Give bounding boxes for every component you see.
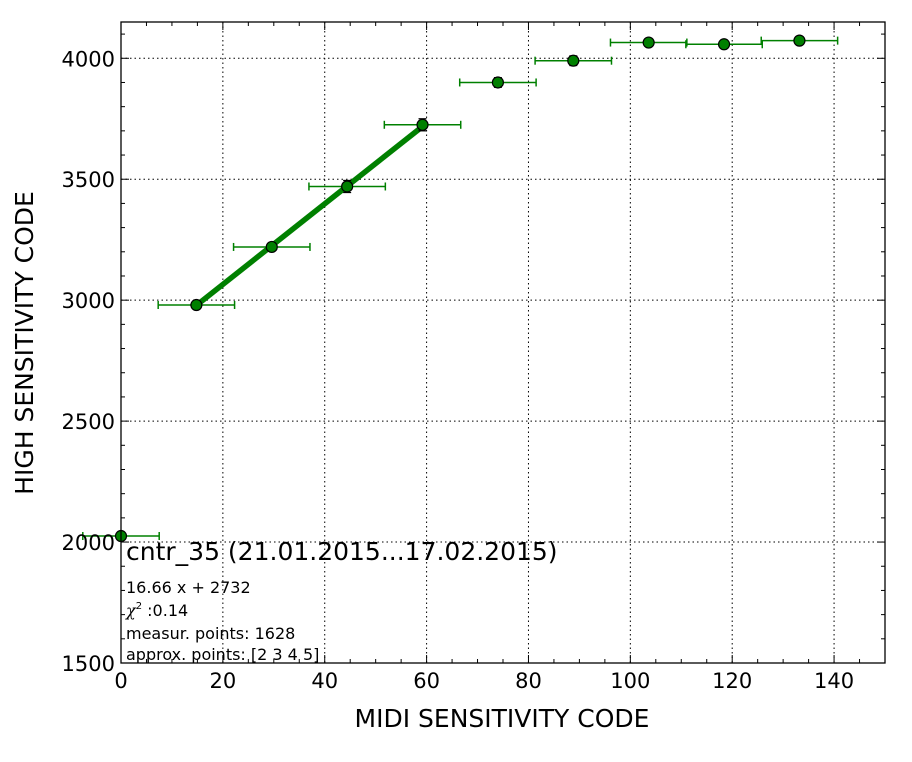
y-tick-labels: 1500 2000 2500 3000 3500 4000: [62, 47, 115, 676]
annotation-chi2: χ2 :0.14: [125, 601, 188, 620]
x-tick-label: 100: [610, 669, 650, 693]
data-point: [642, 36, 655, 49]
annotation-approx-points: approx. points: [2 3 4 5]: [126, 645, 319, 664]
data-point: [265, 240, 278, 254]
data-point: [567, 54, 580, 67]
x-tick-label: 120: [712, 669, 752, 693]
data-point: [491, 76, 505, 89]
x-tick-labels: 0 20 40 60 80 100 120 140: [114, 669, 854, 693]
chi2-value: :0.14: [142, 601, 188, 620]
error-bars: [82, 36, 839, 541]
y-tick-label: 2000: [62, 531, 115, 555]
y-tick-label: 4000: [62, 47, 115, 71]
x-tick-label: 60: [413, 669, 440, 693]
data-point: [793, 34, 806, 47]
grid-lines: [121, 22, 885, 663]
y-tick-label: 1500: [62, 652, 115, 676]
annotation-title: cntr_35 (21.01.2015...17.02.2015): [126, 537, 558, 566]
fit-line: [194, 124, 425, 308]
data-point: [341, 180, 354, 193]
y-tick-label: 3500: [62, 168, 115, 192]
annotation-block: cntr_35 (21.01.2015...17.02.2015) 16.66 …: [125, 537, 558, 664]
x-tick-label: 20: [209, 669, 236, 693]
chi2-superscript: 2: [136, 601, 142, 612]
y-tick-label: 3000: [62, 289, 115, 313]
data-point: [717, 38, 731, 51]
fit-line-layer: [194, 124, 425, 308]
chi2-symbol: χ: [125, 601, 137, 620]
y-axis-label: HIGH SENSITIVITY CODE: [10, 191, 39, 495]
y-tick-label: 2500: [62, 410, 115, 434]
plot-frame: [120, 21, 886, 664]
minor-ticks: [120, 22, 886, 664]
x-tick-label: 80: [515, 669, 542, 693]
x-tick-label: 140: [814, 669, 854, 693]
x-tick-label: 40: [311, 669, 338, 693]
x-axis-label: MIDI SENSITIVITY CODE: [355, 704, 650, 733]
data-point: [416, 118, 429, 131]
annotation-equation: 16.66 x + 2732: [126, 578, 251, 597]
data-point: [190, 298, 203, 312]
x-tick-label: 0: [114, 669, 127, 693]
annotation-measur-points: measur. points: 1628: [126, 624, 295, 643]
